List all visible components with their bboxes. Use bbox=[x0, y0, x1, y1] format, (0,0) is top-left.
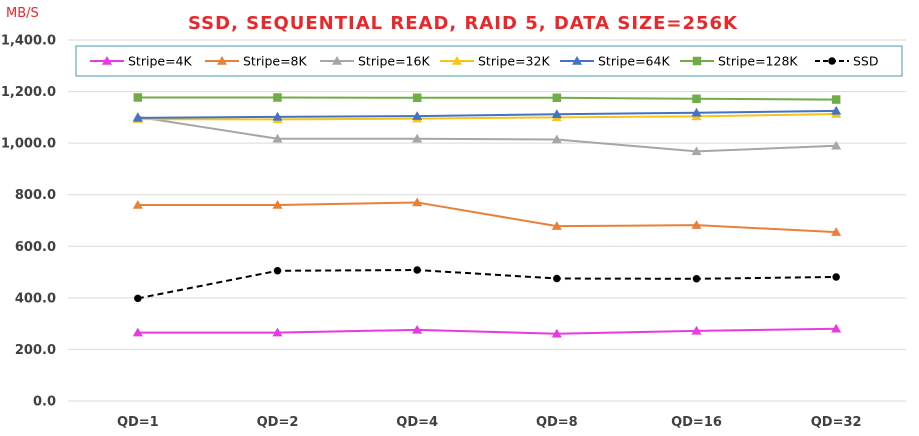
data-point bbox=[217, 56, 227, 65]
data-point bbox=[831, 105, 842, 115]
data-point bbox=[551, 109, 562, 119]
legend-entry: Stripe=64K bbox=[560, 54, 670, 69]
data-point bbox=[132, 327, 143, 337]
legend-label: Stripe=8K bbox=[243, 54, 307, 69]
series bbox=[132, 105, 842, 122]
legend-label: Stripe=16K bbox=[358, 54, 430, 69]
series bbox=[132, 197, 842, 236]
data-point bbox=[452, 56, 462, 65]
legend-entry: Stripe=128K bbox=[680, 54, 798, 69]
data-point bbox=[551, 134, 562, 144]
data-point bbox=[413, 266, 421, 274]
x-axis-ticks: QD=1 QD=2 QD=4 QD=8 QD=16 QD=32 bbox=[117, 415, 862, 430]
legend-entry: Stripe=16K bbox=[320, 54, 430, 69]
data-point bbox=[691, 325, 702, 335]
y-tick-label: 800.0 bbox=[15, 188, 56, 203]
data-point bbox=[132, 112, 143, 122]
legend-entry: Stripe=32K bbox=[440, 54, 550, 69]
x-tick-label: QD=32 bbox=[811, 415, 862, 430]
series-line bbox=[137, 201, 837, 234]
y-tick-label: 1,000.0 bbox=[1, 137, 56, 152]
legend-entry: Stripe=4K bbox=[90, 54, 192, 69]
data-point bbox=[551, 328, 562, 338]
x-tick-label: QD=4 bbox=[396, 415, 438, 430]
data-point bbox=[332, 56, 342, 65]
data-point bbox=[691, 220, 702, 229]
data-point bbox=[692, 56, 702, 66]
data-point bbox=[828, 57, 836, 65]
x-tick-label: QD=8 bbox=[536, 415, 578, 430]
y-tick-label: 0.0 bbox=[33, 395, 56, 410]
data-point bbox=[412, 133, 423, 143]
data-point bbox=[133, 93, 143, 102]
y-tick-label: 400.0 bbox=[15, 291, 56, 306]
x-tick-label: QD=2 bbox=[257, 415, 299, 430]
data-point bbox=[412, 324, 423, 334]
data-point bbox=[832, 273, 840, 281]
data-point bbox=[553, 274, 561, 283]
data-point bbox=[273, 93, 282, 102]
series bbox=[133, 93, 841, 104]
y-axis-label: MB/S bbox=[6, 6, 39, 21]
data-point bbox=[692, 94, 701, 104]
data-point bbox=[412, 93, 422, 103]
series-line bbox=[137, 327, 837, 335]
series-line bbox=[137, 269, 837, 300]
data-point bbox=[272, 133, 283, 143]
series-line bbox=[137, 96, 837, 101]
data-point bbox=[551, 221, 562, 230]
data-point bbox=[272, 327, 283, 337]
x-tick-label: QD=1 bbox=[117, 415, 159, 430]
series bbox=[132, 323, 842, 338]
legend-label: SSD bbox=[853, 54, 879, 69]
series-line bbox=[137, 115, 837, 153]
legend-label: Stripe=4K bbox=[128, 54, 192, 69]
data-point bbox=[831, 323, 842, 333]
data-point bbox=[134, 294, 142, 303]
y-tick-label: 1,400.0 bbox=[1, 34, 56, 49]
data-point bbox=[692, 275, 701, 283]
legend-label: Stripe=32K bbox=[478, 54, 550, 69]
series-line bbox=[137, 113, 837, 121]
data-point bbox=[272, 111, 283, 121]
y-tick-label: 600.0 bbox=[15, 240, 56, 255]
series bbox=[134, 266, 840, 303]
data-point bbox=[272, 200, 283, 209]
data-point bbox=[572, 56, 582, 65]
y-tick-label: 200.0 bbox=[15, 343, 56, 358]
legend-label: Stripe=128K bbox=[718, 54, 798, 69]
legend: Stripe=4K Stripe=8K Stripe=16K Stripe=32K St… bbox=[75, 45, 903, 77]
data-point bbox=[412, 111, 423, 120]
data-point bbox=[412, 197, 423, 207]
series-line bbox=[137, 109, 837, 119]
data-point bbox=[691, 146, 702, 156]
data-point bbox=[831, 227, 842, 236]
legend-entry: SSD bbox=[815, 54, 879, 69]
data-point bbox=[552, 93, 562, 103]
x-tick-label: QD=16 bbox=[671, 415, 722, 430]
data-point bbox=[831, 95, 841, 104]
legend-entry: Stripe=8K bbox=[205, 54, 307, 69]
gridlines bbox=[68, 39, 906, 402]
data-point bbox=[831, 140, 842, 150]
data-point bbox=[102, 56, 112, 65]
legend-label: Stripe=64K bbox=[598, 54, 670, 69]
data-point bbox=[691, 107, 702, 117]
series-group bbox=[132, 93, 842, 338]
data-point bbox=[132, 200, 143, 209]
y-axis-ticks: 0.0 200.0 400.0 600.0 800.0 1,000.0 1,200.0 1,4… bbox=[1, 34, 56, 410]
chart-title: SSD, SEQUENTIAL READ, RAID 5, DATA SIZE=… bbox=[188, 13, 738, 34]
y-tick-label: 1,200.0 bbox=[1, 85, 56, 100]
legend-box bbox=[75, 45, 903, 77]
data-point bbox=[273, 267, 282, 275]
